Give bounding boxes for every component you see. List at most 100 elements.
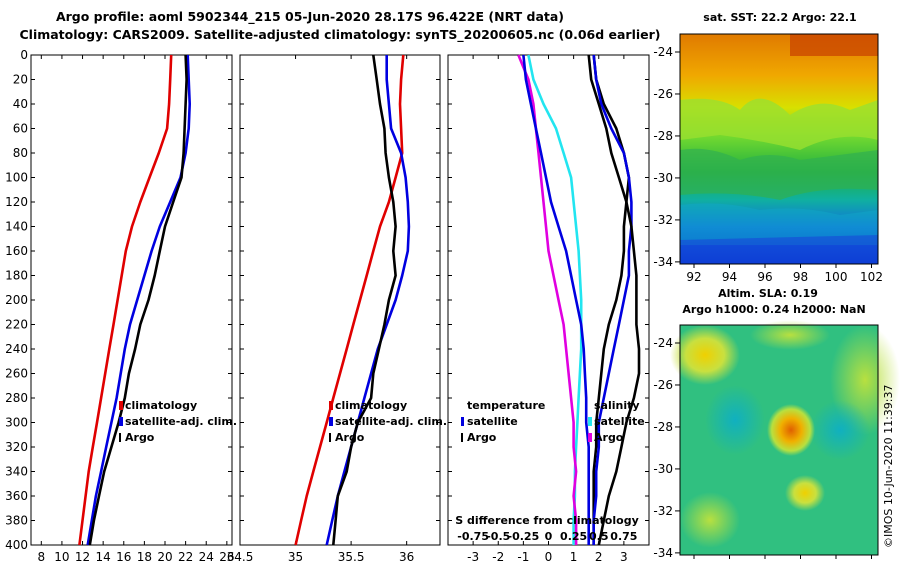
x-tick-label: 18: [137, 550, 152, 564]
map-y-tick-label: -32: [653, 504, 673, 518]
salinity-panel: 34.5 35 35.5 36: [227, 54, 441, 564]
map-y-tick-label: -30: [653, 171, 673, 185]
sla-anomaly-se: [810, 400, 870, 460]
y-tick-label: 240: [5, 342, 28, 356]
secondary-axis-label: S difference from climatology: [455, 514, 639, 527]
salinity-legend: climatology satellite-adj. clim. Argo: [329, 399, 447, 444]
x-tick-label: 14: [96, 550, 111, 564]
y-tick-label: 120: [5, 195, 28, 209]
map-y-tick-label: -26: [653, 378, 673, 392]
credit-stamp: ©IMOS 10-Jun-2020 11:39:37: [882, 384, 895, 548]
sst-warm-patch: [790, 34, 878, 56]
secondary-axis-ticks: -0.75-0.5-0.25 0 0.25 0.5 0.75: [457, 530, 637, 543]
legend-label-climatology: climatology: [125, 399, 197, 412]
legend-swatch-argo: [588, 433, 592, 442]
map-y-tick-label: -24: [653, 45, 673, 59]
plot-frame: [30, 54, 233, 546]
legend-swatch-argo: [461, 433, 463, 442]
x-tick-label: 26: [219, 550, 234, 564]
legend-swatch-argo: [119, 433, 121, 442]
x2-tick-label: -0.25: [508, 530, 540, 543]
series-line-argo: [88, 54, 188, 546]
sla-anomaly-n: [750, 320, 830, 350]
sla-map-axes: -24 -26 -28 -30 -32 -34: [653, 336, 872, 560]
x2-tick-label: -0.75: [457, 530, 489, 543]
x-tick-label: 35.5: [338, 550, 365, 564]
x-tick-label: 22: [178, 550, 193, 564]
x-tick-label: 20: [157, 550, 172, 564]
legend-label-climatology: climatology: [335, 399, 407, 412]
y-tick-label: 100: [5, 171, 28, 185]
y-tick-label: 40: [13, 97, 28, 111]
series-line-satellite-adj-clim-: [325, 55, 411, 546]
x-tick-label: 3: [620, 550, 628, 564]
map-x-tick-label: 96: [757, 270, 772, 284]
sla-map-frame: [679, 324, 879, 556]
sla-anomaly-w: [705, 385, 765, 455]
legend-label-satellite: satellite-adj. clim.: [125, 415, 237, 428]
sla-anomaly-sw: [680, 492, 740, 548]
difference-legend-salinity: salinity satellite Argo: [588, 399, 645, 444]
temperature-legend: climatology satellite-adj. clim. Argo: [119, 399, 237, 444]
sla-anomaly-s: [785, 475, 825, 511]
x2-tick-label: -0.5: [486, 530, 510, 543]
sst-green-band: [680, 148, 878, 200]
series-line-salinity-satellite: [522, 54, 591, 545]
x2-tick-label: 0.75: [610, 530, 637, 543]
legend-swatch-satellite: [329, 417, 333, 426]
y-tick-label: 200: [5, 293, 28, 307]
legend-title-salinity: salinity: [594, 399, 640, 412]
difference-legend-temperature: temperature satellite Argo: [461, 399, 545, 444]
x-tick-label: 1: [570, 550, 578, 564]
x2-tick-label: 0.5: [589, 530, 609, 543]
sst-map-title: sat. SST: 22.2 Argo: 22.1: [703, 11, 856, 24]
map-y-tick-label: -28: [653, 129, 673, 143]
sla-map-title-1: Altim. SLA: 0.19: [718, 287, 818, 300]
x-tick-label: -2: [492, 550, 504, 564]
x-tick-label: 34.5: [227, 550, 254, 564]
plot-frame: [447, 54, 650, 546]
series-line-sal-argo-ref: [587, 54, 641, 546]
sst-cyan-band: [680, 203, 878, 245]
y-tick-label: 220: [5, 318, 28, 332]
y-tick-label: 160: [5, 244, 28, 258]
map-x-tick-label: 102: [860, 270, 883, 284]
series-line-sal-sat-ref: [592, 54, 633, 545]
legend-label-argo: Argo: [125, 431, 155, 444]
title-line-1: Argo profile: aoml 5902344_215 05-Jun-20…: [56, 9, 564, 25]
y-tick-label: 20: [13, 73, 28, 87]
map-y-tick-label: -28: [653, 420, 673, 434]
sst-map-axes: -24 -26 -28 -30 -32 -34 92 94 96 98 100 102: [653, 45, 883, 284]
x-tick-label: 2: [595, 550, 603, 564]
map-y-tick-label: -32: [653, 213, 673, 227]
y-tick-label: 400: [5, 538, 28, 552]
legend-swatch-climatology: [119, 401, 123, 410]
legend-label-argo: Argo: [467, 431, 497, 444]
x2-tick-label: 0: [545, 530, 553, 543]
legend-label-satellite: satellite-adj. clim.: [335, 415, 447, 428]
sst-blue-band: [680, 235, 878, 264]
series-line-climatology: [78, 54, 173, 546]
legend-swatch-satellite: [119, 417, 123, 426]
legend-swatch-satellite: [461, 417, 464, 426]
legend-swatch-climatology: [329, 401, 333, 410]
sla-anomaly-center: [767, 404, 815, 456]
legend-label-argo: Argo: [594, 431, 624, 444]
difference-panel: -3 -2 -1 0 1 2 3: [447, 54, 650, 564]
x-tick-label: 8: [37, 550, 45, 564]
series-line-salinity-argo: [592, 54, 631, 545]
x-tick-label: 12: [75, 550, 90, 564]
legend-label-satellite: satellite: [594, 415, 645, 428]
y-tick-label: 80: [13, 146, 28, 160]
x-tick-label: 36: [399, 550, 414, 564]
series-line-satellite-adj-clim-: [86, 54, 191, 546]
x-tick-label: 35: [288, 550, 303, 564]
y-tick-label: 360: [5, 489, 28, 503]
x-tick-label: -3: [467, 550, 479, 564]
sst-map-frame: [679, 33, 879, 265]
plot-frame: [239, 54, 441, 546]
series-line-climatology: [294, 54, 405, 546]
y-tick-label: 320: [5, 440, 28, 454]
sst-map: [679, 33, 879, 265]
